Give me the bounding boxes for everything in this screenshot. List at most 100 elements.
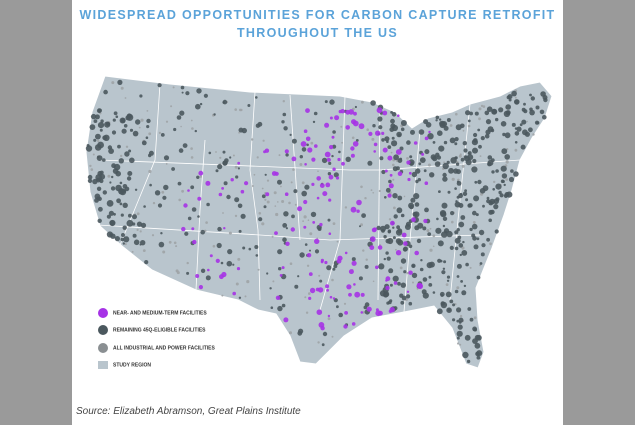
eligible-facility bbox=[437, 130, 443, 136]
eligible-facility bbox=[392, 193, 398, 199]
eligible-facility bbox=[386, 256, 391, 261]
eligible-facility bbox=[504, 154, 511, 160]
eligible-facility bbox=[400, 300, 405, 305]
industrial-facility bbox=[449, 124, 453, 127]
eligible-facility bbox=[299, 155, 303, 159]
eligible-facility bbox=[428, 283, 433, 287]
near-term-facility bbox=[406, 290, 410, 293]
industrial-facility bbox=[289, 331, 292, 335]
eligible-facility bbox=[443, 260, 447, 264]
industrial-facility bbox=[459, 343, 462, 346]
industrial-facility bbox=[451, 220, 454, 224]
near-term-facility bbox=[324, 151, 331, 158]
eligible-facility bbox=[96, 155, 103, 162]
near-term-facility bbox=[390, 220, 395, 226]
industrial-facility bbox=[288, 201, 291, 205]
eligible-facility bbox=[389, 283, 393, 287]
eligible-facility bbox=[491, 109, 497, 114]
eligible-facility bbox=[413, 193, 420, 200]
industrial-facility bbox=[146, 110, 149, 112]
eligible-facility bbox=[140, 240, 146, 246]
eligible-facility bbox=[399, 157, 403, 161]
eligible-facility bbox=[454, 187, 457, 190]
industrial-facility bbox=[221, 294, 224, 297]
legend-label: ALL INDUSTRIAL AND POWER FACILITIES bbox=[113, 345, 216, 351]
near-term-facility bbox=[328, 232, 332, 235]
eligible-facility bbox=[400, 127, 405, 132]
eligible-facility bbox=[122, 225, 127, 230]
industrial-facility bbox=[457, 342, 460, 345]
eligible-facility bbox=[99, 170, 104, 175]
near-term-facility bbox=[325, 284, 330, 289]
eligible-facility bbox=[399, 146, 404, 151]
industrial-facility bbox=[429, 227, 432, 230]
near-term-facility bbox=[334, 115, 340, 121]
industrial-facility bbox=[292, 168, 295, 171]
eligible-facility bbox=[226, 194, 231, 200]
eligible-facility bbox=[513, 171, 519, 177]
eligible-facility bbox=[312, 120, 316, 124]
eligible-facility bbox=[413, 211, 420, 218]
near-term-facility bbox=[403, 241, 408, 246]
industrial-facility bbox=[427, 163, 431, 167]
eligible-facility bbox=[87, 174, 93, 180]
near-term-facility bbox=[324, 122, 330, 128]
eligible-facility bbox=[393, 214, 398, 219]
eligible-facility bbox=[301, 190, 308, 197]
industrial-facility bbox=[238, 131, 241, 134]
eligible-facility bbox=[456, 263, 462, 269]
industrial-facility bbox=[388, 218, 392, 221]
near-term-facility bbox=[215, 258, 220, 263]
industrial-facility bbox=[258, 212, 262, 215]
industrial-facility bbox=[136, 228, 139, 231]
eligible-facility bbox=[391, 136, 395, 140]
industrial-facility bbox=[161, 190, 165, 194]
eligible-facility bbox=[384, 196, 387, 199]
eligible-facility bbox=[95, 174, 103, 181]
eligible-facility bbox=[206, 202, 210, 207]
eligible-facility bbox=[293, 189, 298, 194]
near-term-facility bbox=[303, 199, 308, 205]
eligible-facility bbox=[179, 110, 185, 116]
industrial-facility bbox=[280, 185, 282, 188]
near-term-facility bbox=[332, 297, 336, 300]
near-term-facility bbox=[306, 253, 312, 258]
eligible-facility bbox=[488, 218, 493, 223]
industrial-facility bbox=[125, 145, 129, 148]
eligible-facility bbox=[423, 119, 429, 125]
industrial-facility bbox=[351, 136, 355, 140]
eligible-facility bbox=[255, 123, 261, 128]
eligible-facility bbox=[467, 119, 471, 123]
industrial-facility bbox=[532, 133, 535, 136]
eligible-facility bbox=[114, 236, 120, 242]
eligible-facility bbox=[410, 129, 415, 135]
eligible-facility bbox=[96, 108, 102, 114]
industrial-facility bbox=[308, 292, 311, 295]
industrial-facility bbox=[191, 127, 194, 130]
eligible-facility bbox=[460, 280, 463, 283]
eligible-facility bbox=[285, 153, 289, 157]
eligible-facility bbox=[438, 145, 445, 152]
near-term-facility bbox=[317, 287, 324, 293]
eligible-facility bbox=[377, 116, 383, 122]
industrial-facility bbox=[239, 108, 242, 112]
industrial-facility bbox=[165, 163, 168, 165]
eligible-facility bbox=[282, 237, 287, 242]
industrial-facility bbox=[273, 191, 277, 195]
near-term-facility bbox=[406, 160, 411, 165]
near-term-facility bbox=[332, 167, 336, 171]
eligible-facility bbox=[457, 235, 462, 240]
near-term-facility bbox=[411, 217, 416, 223]
legend-symbol bbox=[98, 361, 108, 369]
near-term-facility bbox=[331, 135, 335, 139]
eligible-facility bbox=[217, 164, 223, 170]
near-term-facility bbox=[368, 131, 373, 136]
eligible-facility bbox=[440, 294, 444, 297]
near-term-facility bbox=[326, 288, 329, 292]
eligible-facility bbox=[126, 176, 132, 181]
eligible-facility bbox=[146, 118, 151, 124]
industrial-facility bbox=[303, 215, 307, 219]
near-term-facility bbox=[337, 255, 343, 261]
eligible-facility bbox=[542, 115, 547, 120]
eligible-facility bbox=[121, 128, 127, 134]
